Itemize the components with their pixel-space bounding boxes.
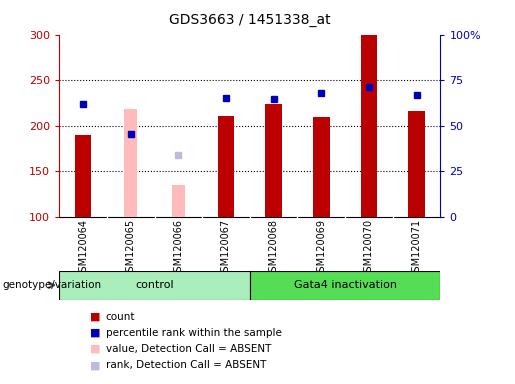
Bar (125, 109, 137, 217)
Bar (360, 35, 377, 217)
Text: ■: ■ (90, 328, 100, 338)
Text: rank, Detection Call = ABSENT: rank, Detection Call = ABSENT (106, 360, 266, 370)
Bar (75, 135, 91, 217)
Text: GSM120071: GSM120071 (411, 218, 421, 278)
Text: Gata4 inactivation: Gata4 inactivation (294, 280, 397, 290)
Text: ■: ■ (90, 344, 100, 354)
Bar (408, 111, 425, 217)
Text: genotype/variation: genotype/variation (3, 280, 101, 290)
Text: percentile rank within the sample: percentile rank within the sample (106, 328, 282, 338)
Bar (313, 117, 330, 217)
Text: ■: ■ (90, 360, 100, 370)
Text: GSM120067: GSM120067 (221, 218, 231, 278)
Text: GSM120065: GSM120065 (126, 218, 135, 278)
Text: GSM120068: GSM120068 (269, 218, 279, 278)
Bar (218, 116, 234, 217)
Text: GSM120064: GSM120064 (78, 218, 88, 278)
Text: GDS3663 / 1451338_at: GDS3663 / 1451338_at (169, 13, 331, 27)
Bar (250, 271, 440, 300)
Text: GSM120070: GSM120070 (364, 218, 374, 278)
Text: GSM120066: GSM120066 (174, 218, 183, 278)
Bar (59, 271, 250, 300)
Text: count: count (106, 312, 135, 322)
Bar (265, 104, 282, 217)
Text: control: control (135, 280, 174, 290)
Text: GSM120069: GSM120069 (316, 218, 326, 278)
Text: ■: ■ (90, 312, 100, 322)
Text: value, Detection Call = ABSENT: value, Detection Call = ABSENT (106, 344, 271, 354)
Bar (172, 185, 184, 217)
